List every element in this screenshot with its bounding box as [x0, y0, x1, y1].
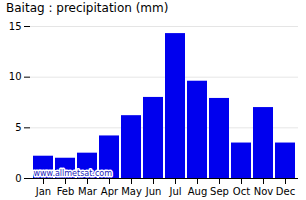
svg-text:0: 0 — [15, 173, 21, 184]
svg-text:Aug: Aug — [188, 186, 208, 197]
svg-text:5: 5 — [15, 122, 21, 133]
svg-text:Dec: Dec — [276, 186, 295, 197]
svg-text:Apr: Apr — [101, 186, 119, 197]
html-text:Baitag : precipitation (mm): Baitag : precipitation (mm) — [6, 1, 169, 15]
svg-text:Sep: Sep — [210, 186, 229, 197]
svg-text:15: 15 — [9, 21, 22, 32]
svg-text:Feb: Feb — [57, 186, 75, 197]
svg-text:Nov: Nov — [254, 186, 274, 197]
svg-text:Jun: Jun — [145, 186, 162, 197]
svg-text:www.allmetsat.com: www.allmetsat.com — [34, 169, 113, 178]
svg-text:Jan: Jan — [35, 186, 51, 197]
svg-text:Mar: Mar — [78, 186, 98, 197]
svg-text:Oct: Oct — [233, 186, 250, 197]
svg-text:10: 10 — [9, 71, 22, 82]
svg-text:May: May — [121, 186, 142, 197]
svg-text:Jul: Jul — [168, 186, 181, 197]
